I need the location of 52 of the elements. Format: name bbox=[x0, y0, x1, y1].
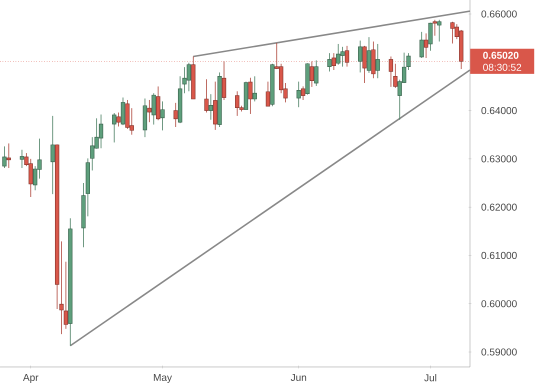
candlestick bbox=[424, 32, 428, 58]
x-tick-label: Jun bbox=[290, 374, 306, 381]
candlestick bbox=[300, 86, 306, 100]
candlestick bbox=[266, 81, 270, 107]
x-tick-label: May bbox=[154, 374, 172, 383]
ref-line-label: 0.65020 bbox=[483, 52, 518, 59]
y-tick-label: 0.66000 bbox=[481, 10, 517, 18]
candlestick bbox=[366, 36, 372, 74]
candlestick bbox=[116, 112, 121, 127]
candlestick bbox=[125, 100, 130, 130]
candlestick bbox=[420, 31, 424, 58]
x-tick-label: Jul bbox=[424, 374, 436, 382]
x-tick-label: Apr bbox=[22, 374, 38, 383]
candlestick bbox=[327, 52, 332, 72]
candlestick bbox=[160, 101, 165, 131]
candlestick bbox=[20, 149, 24, 168]
text: 08:30:52 bbox=[483, 64, 522, 71]
candlestick bbox=[248, 77, 253, 114]
candlestick bbox=[450, 21, 455, 44]
y-tick-label: 0.64000 bbox=[481, 107, 517, 114]
candlestick bbox=[208, 94, 213, 120]
candlestick bbox=[213, 81, 218, 130]
candlestick bbox=[120, 97, 126, 126]
candlestick bbox=[428, 22, 433, 52]
candlestick bbox=[296, 81, 301, 108]
candlestick bbox=[2, 146, 7, 168]
candlestick bbox=[222, 60, 226, 100]
y-tick-label: 0.62000 bbox=[481, 204, 517, 211]
candlestick bbox=[174, 102, 178, 128]
candlestick bbox=[252, 76, 257, 102]
y-tick-label: 0.60000 bbox=[481, 300, 517, 308]
candlestick bbox=[332, 52, 336, 70]
candlestick bbox=[437, 19, 442, 42]
candlestick bbox=[147, 100, 152, 123]
candlestick bbox=[432, 19, 438, 36]
candlestick bbox=[98, 114, 104, 149]
candlestick bbox=[314, 60, 318, 86]
candlestick bbox=[358, 40, 362, 73]
candlestick bbox=[152, 92, 156, 125]
candlestick bbox=[362, 45, 367, 84]
candlestick bbox=[340, 46, 345, 68]
y-tick-label: 0.63000 bbox=[481, 155, 517, 162]
candlestick bbox=[204, 78, 209, 113]
candlestick bbox=[186, 62, 192, 92]
candlestick bbox=[310, 60, 314, 88]
candlestick bbox=[112, 112, 116, 143]
y-tick-label: 0.61000 bbox=[481, 252, 517, 259]
candlestick bbox=[376, 44, 380, 79]
candlestick bbox=[50, 115, 55, 195]
candlestick bbox=[6, 143, 11, 168]
candlestick bbox=[156, 86, 160, 121]
y-tick-label: 0.59000 bbox=[481, 348, 517, 356]
